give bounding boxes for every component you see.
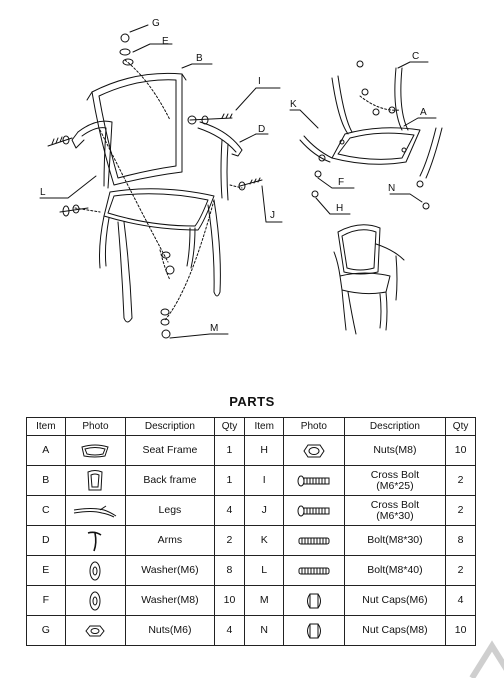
- col-header: Description: [343, 417, 447, 436]
- item-cell: A: [26, 435, 66, 466]
- table-row: E Washer(M6) 8 L Bolt(M8*40) 2: [26, 555, 476, 586]
- item-cell: E: [26, 555, 66, 586]
- qty-cell: 8: [445, 525, 476, 556]
- washer-icon: [89, 561, 101, 580]
- col-header: Photo: [64, 417, 127, 436]
- desc-line: (M6*30): [376, 509, 414, 522]
- qty-cell: 8: [213, 555, 246, 586]
- cross-bolt-icon: [297, 505, 330, 516]
- callout-c: C: [412, 51, 419, 62]
- desc-cell: Bolt(M8*30): [343, 525, 447, 556]
- desc-cell: Nut Caps(M8): [343, 615, 447, 646]
- assembly-diagram: G E B I D L J M C K A F N H: [39, 18, 443, 339]
- desc-cell: Arms: [125, 525, 215, 556]
- callout-l: L: [40, 187, 46, 198]
- qty-cell: 1: [213, 465, 246, 496]
- desc-cell: Cross Bolt (M6*30): [343, 495, 447, 526]
- qty-cell: 2: [445, 555, 476, 586]
- desc-cell: Back frame: [125, 465, 215, 496]
- desc-cell: Washer(M8): [125, 585, 215, 616]
- callout-h: H: [336, 203, 343, 214]
- nut-cap-icon: [306, 623, 321, 638]
- parts-title: PARTS: [229, 394, 275, 409]
- callout-m: M: [210, 323, 218, 334]
- leg-assembly-drawing: [299, 60, 443, 210]
- desc-cell: Legs: [125, 495, 215, 526]
- desc-line: Cross Bolt: [370, 468, 420, 481]
- callout-f: F: [338, 177, 344, 188]
- callout-a: A: [420, 107, 427, 118]
- qty-cell: 2: [445, 495, 476, 526]
- item-cell: B: [26, 465, 66, 496]
- callout-n: N: [388, 183, 395, 194]
- qty-cell: 1: [213, 435, 246, 466]
- bolt-icon: [298, 567, 330, 574]
- qty-cell: 10: [213, 585, 246, 616]
- col-header: Qty: [213, 417, 246, 436]
- leg-icon: [74, 505, 117, 517]
- desc-line: (M6*25): [376, 479, 414, 492]
- item-cell: J: [244, 495, 285, 526]
- qty-cell: 10: [445, 435, 476, 466]
- callout-i: I: [258, 76, 261, 87]
- table-row: D Arms 2 K Bolt(M8*30) 8: [26, 525, 476, 556]
- cross-bolt-icon: [297, 475, 330, 486]
- item-cell: F: [26, 585, 66, 616]
- item-cell: G: [26, 615, 66, 646]
- item-cell: D: [26, 525, 66, 556]
- qty-cell: 4: [445, 585, 476, 616]
- table-row: G Nuts(M6) 4 N Nut Caps(M8) 10: [26, 615, 476, 646]
- back-frame-icon: [87, 469, 103, 490]
- qty-cell: 2: [445, 465, 476, 496]
- qty-cell: 4: [213, 615, 246, 646]
- table-row: C Legs 4 J Cross Bolt (M6*30) 2: [26, 495, 476, 526]
- table-row: F Washer(M8) 10 M Nut Caps(M6) 4: [26, 585, 476, 616]
- qty-cell: 10: [445, 615, 476, 646]
- parts-table: Item Photo Description Qty Item Photo De…: [26, 417, 476, 646]
- nut-cap-icon: [306, 593, 321, 608]
- desc-cell: Nuts(M8): [343, 435, 447, 466]
- col-header: Description: [125, 417, 215, 436]
- item-cell: N: [244, 615, 285, 646]
- desc-cell: Nut Caps(M6): [343, 585, 447, 616]
- callout-g: G: [152, 18, 160, 29]
- desc-line: Cross Bolt: [370, 498, 420, 511]
- qty-cell: 4: [213, 495, 246, 526]
- callout-k: K: [290, 99, 297, 110]
- callout-d: D: [258, 124, 265, 135]
- table-row: B Back frame 1 I Cross Bolt (M6*25) 2: [26, 465, 476, 496]
- nut-m8-icon: [303, 444, 325, 457]
- item-cell: L: [244, 555, 285, 586]
- col-header: Item: [244, 417, 285, 436]
- item-cell: K: [244, 525, 285, 556]
- main-chair-drawing: [47, 33, 263, 339]
- corner-decoration: [469, 640, 504, 678]
- desc-cell: Cross Bolt (M6*25): [343, 465, 447, 496]
- bolt-icon: [298, 537, 330, 544]
- callout-e: E: [162, 36, 169, 47]
- table-row: A Seat Frame 1 H Nuts(M8) 10: [26, 435, 476, 466]
- leader-lines: [39, 24, 437, 339]
- item-cell: M: [244, 585, 285, 616]
- desc-cell: Nuts(M6): [125, 615, 215, 646]
- table-header-row: Item Photo Description Qty Item Photo De…: [26, 417, 476, 436]
- col-header: Item: [26, 417, 66, 436]
- col-header: Qty: [445, 417, 476, 436]
- callout-labels: G E B I D L J M C K A F N H: [40, 18, 427, 334]
- item-cell: C: [26, 495, 66, 526]
- assembled-chair-drawing: [333, 224, 405, 335]
- desc-cell: Seat Frame: [125, 435, 215, 466]
- nut-m6-icon: [85, 625, 106, 636]
- washer-icon: [89, 591, 101, 610]
- desc-cell: Bolt(M8*40): [343, 555, 447, 586]
- desc-cell: Washer(M6): [125, 555, 215, 586]
- arm-icon: [88, 531, 102, 551]
- seat-frame-icon: [81, 444, 110, 457]
- col-header: Photo: [283, 417, 345, 436]
- callout-b: B: [196, 53, 203, 64]
- item-cell: H: [244, 435, 285, 466]
- callout-j: J: [270, 210, 275, 221]
- item-cell: I: [244, 465, 285, 496]
- qty-cell: 2: [213, 525, 246, 556]
